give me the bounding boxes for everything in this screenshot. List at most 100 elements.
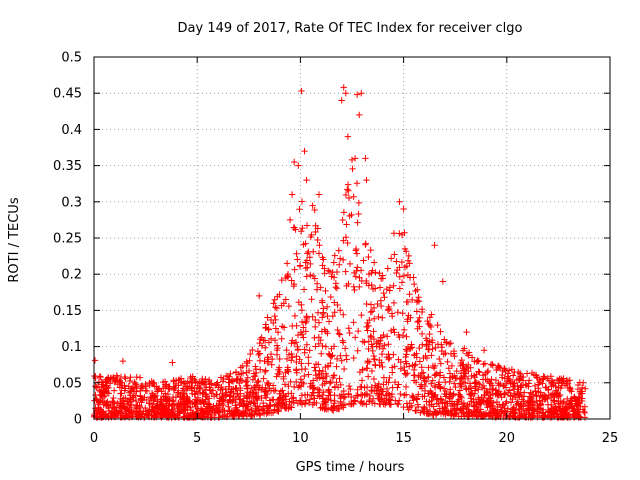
data-point xyxy=(232,399,239,406)
data-point xyxy=(376,356,383,364)
data-point xyxy=(367,301,375,308)
data-point xyxy=(110,394,117,402)
data-point xyxy=(283,260,291,267)
data-point xyxy=(364,357,371,365)
data-point xyxy=(206,386,213,393)
data-point xyxy=(282,274,289,282)
data-point xyxy=(418,381,425,388)
data-point xyxy=(91,397,98,404)
data-point xyxy=(252,363,259,370)
data-point xyxy=(350,400,357,408)
data-point xyxy=(201,400,208,408)
data-point xyxy=(261,368,269,376)
data-point xyxy=(319,342,326,350)
data-point xyxy=(196,384,203,391)
data-point xyxy=(222,372,230,380)
data-point xyxy=(352,273,359,280)
data-point xyxy=(447,350,455,358)
data-point xyxy=(174,405,181,412)
data-point-outlier xyxy=(362,155,369,162)
data-point xyxy=(379,345,387,352)
data-point xyxy=(477,399,485,407)
data-point xyxy=(273,304,281,312)
data-point xyxy=(460,361,467,368)
data-point xyxy=(581,409,588,417)
x-tick-label: 5 xyxy=(193,431,201,446)
data-point xyxy=(380,331,387,339)
data-point xyxy=(215,400,223,407)
data-point xyxy=(325,267,332,274)
data-point xyxy=(251,400,258,407)
data-point xyxy=(114,400,121,407)
data-point xyxy=(244,374,251,381)
data-point xyxy=(365,270,373,278)
data-point xyxy=(359,391,366,399)
data-point xyxy=(406,291,413,298)
data-point xyxy=(334,326,341,334)
data-point xyxy=(176,410,183,417)
data-point xyxy=(306,347,313,354)
data-point xyxy=(239,362,246,370)
data-point xyxy=(333,405,341,412)
data-point xyxy=(358,311,365,319)
data-point xyxy=(161,378,169,385)
data-point xyxy=(410,366,418,374)
data-point xyxy=(377,337,384,344)
data-point xyxy=(325,318,333,325)
data-point xyxy=(489,402,496,409)
data-point xyxy=(234,375,241,382)
data-point xyxy=(495,363,503,371)
data-point xyxy=(319,262,326,269)
data-point xyxy=(424,346,432,353)
x-axis-label: GPS time / hours xyxy=(296,460,405,475)
data-point xyxy=(355,199,363,207)
data-point xyxy=(357,267,365,274)
data-point xyxy=(495,380,502,387)
data-point xyxy=(393,269,400,277)
data-point xyxy=(129,384,137,392)
data-point xyxy=(429,377,436,384)
data-point xyxy=(98,392,105,399)
data-point xyxy=(366,392,374,400)
data-point xyxy=(554,388,561,396)
data-point xyxy=(486,413,493,420)
data-point xyxy=(396,273,403,281)
data-point xyxy=(512,394,519,401)
data-point xyxy=(578,397,585,405)
data-point xyxy=(367,308,374,316)
data-point xyxy=(442,400,450,407)
data-point xyxy=(430,403,437,410)
data-point xyxy=(225,399,232,406)
data-point xyxy=(385,341,392,348)
data-point xyxy=(457,381,464,389)
data-point xyxy=(571,393,578,401)
data-point xyxy=(582,385,589,392)
data-point xyxy=(222,385,229,393)
data-point xyxy=(265,380,272,387)
data-point xyxy=(481,360,489,367)
data-point xyxy=(429,362,437,370)
data-point xyxy=(276,390,283,397)
data-point xyxy=(458,374,465,382)
data-point xyxy=(288,357,295,364)
data-point xyxy=(147,393,154,401)
data-point xyxy=(453,367,460,375)
data-point xyxy=(285,368,292,375)
data-point xyxy=(239,370,247,377)
data-point-outlier xyxy=(353,91,361,98)
data-point xyxy=(333,355,341,363)
data-point xyxy=(440,385,448,392)
data-point xyxy=(249,346,256,354)
data-point xyxy=(423,398,430,405)
data-point xyxy=(501,407,508,414)
data-point xyxy=(339,256,347,264)
data-point xyxy=(425,373,432,381)
data-point xyxy=(422,335,430,342)
data-point xyxy=(400,326,408,334)
data-point xyxy=(559,399,567,406)
data-point xyxy=(437,397,445,405)
data-point-outlier xyxy=(255,292,263,300)
data-point xyxy=(402,383,410,391)
data-point xyxy=(450,380,458,387)
data-point xyxy=(340,394,348,401)
